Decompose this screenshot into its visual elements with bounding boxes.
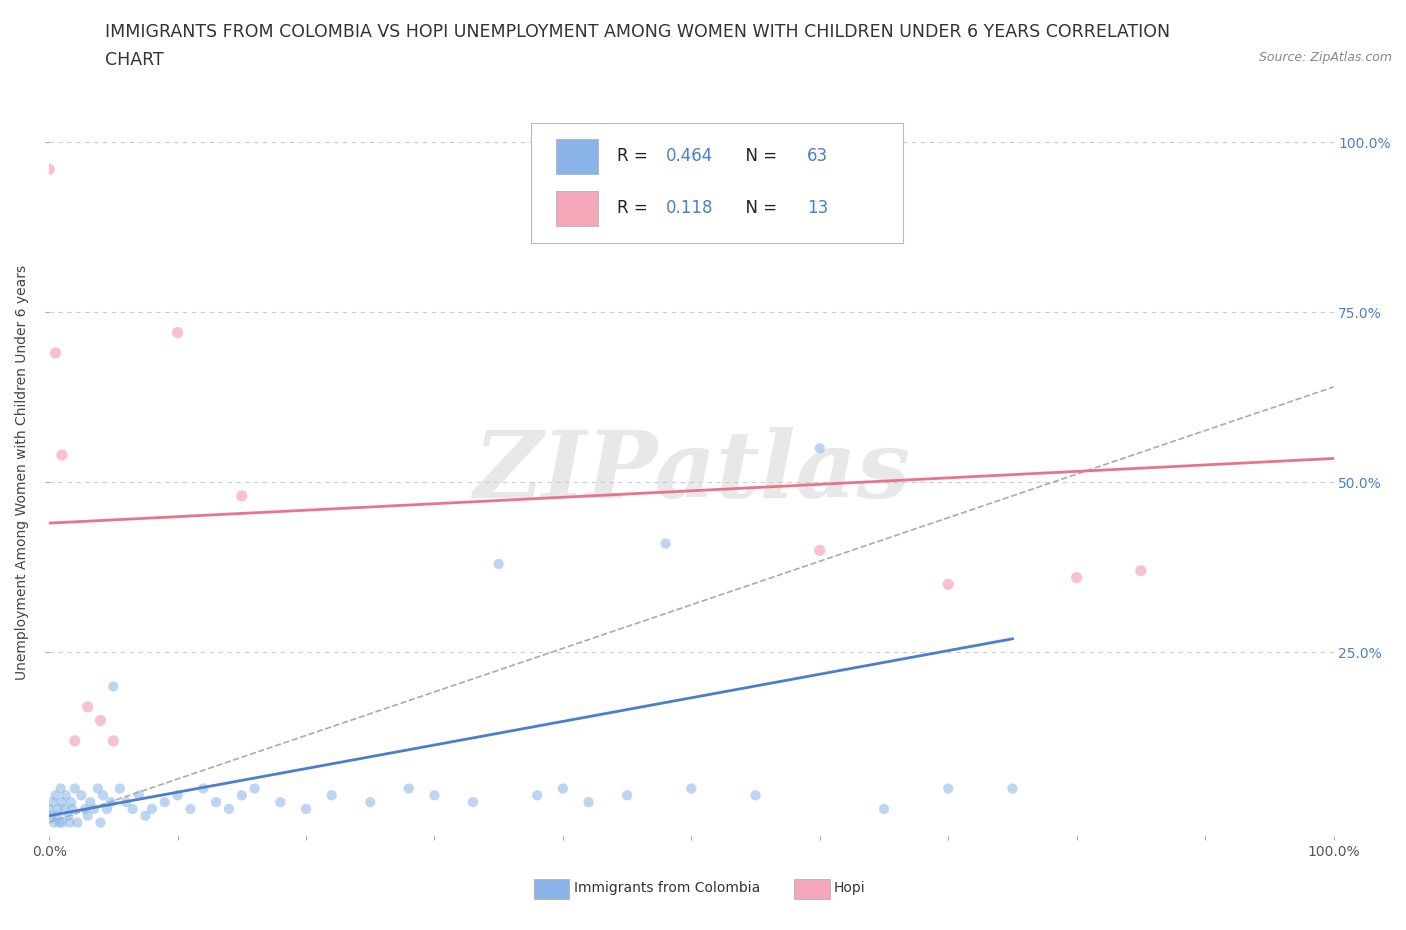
Point (936, 577, 959, 591)
Point (60, 802, 83, 817)
Point (87, 781, 110, 796)
Point (45, 808, 67, 823)
Point (526, 788, 548, 803)
Point (51, 795, 73, 810)
Point (873, 802, 896, 817)
Point (321, 788, 343, 803)
Point (89, 713, 111, 728)
Y-axis label: Unemployment Among Women with Children Under 6 years: Unemployment Among Women with Children U… (15, 264, 30, 680)
Point (96, 802, 118, 817)
Bar (557, 139, 598, 174)
Point (108, 781, 131, 796)
Point (166, 326, 188, 340)
Point (103, 734, 125, 749)
Text: 63: 63 (807, 147, 828, 165)
Point (59, 815, 82, 830)
Point (488, 556, 510, 571)
Point (45, 788, 67, 803)
Point (153, 795, 176, 810)
Text: 13: 13 (807, 200, 828, 218)
Text: N =: N = (735, 200, 782, 218)
Text: N =: N = (735, 147, 782, 165)
Point (269, 795, 291, 810)
Point (51, 447, 73, 462)
Point (63, 781, 86, 796)
Point (359, 795, 381, 810)
Point (231, 488, 253, 503)
Point (243, 781, 266, 796)
Point (38, 162, 60, 177)
Point (45, 346, 67, 361)
Text: R =: R = (617, 147, 652, 165)
Text: Source: ZipAtlas.com: Source: ZipAtlas.com (1258, 51, 1392, 64)
Point (398, 781, 420, 796)
Point (808, 543, 831, 558)
Point (461, 795, 484, 810)
Bar (557, 191, 598, 226)
Text: 0.118: 0.118 (665, 200, 713, 218)
Point (70, 788, 93, 803)
Point (42, 795, 65, 810)
Point (48, 815, 70, 830)
Point (91, 788, 114, 803)
Point (744, 788, 766, 803)
Point (654, 536, 676, 551)
Point (38, 802, 60, 817)
Point (89, 815, 111, 830)
Point (423, 788, 446, 803)
Point (49, 781, 72, 796)
Point (121, 802, 143, 817)
Text: ZIPatlas: ZIPatlas (472, 427, 910, 517)
Point (616, 788, 638, 803)
Point (551, 781, 574, 796)
Point (76, 699, 98, 714)
Text: Immigrants from Colombia: Immigrants from Colombia (574, 881, 759, 896)
Point (79, 795, 101, 810)
Point (1066, 570, 1088, 585)
Point (66, 815, 89, 830)
Point (808, 441, 831, 456)
Point (295, 802, 318, 817)
Text: IMMIGRANTS FROM COLOMBIA VS HOPI UNEMPLOYMENT AMONG WOMEN WITH CHILDREN UNDER 6 : IMMIGRANTS FROM COLOMBIA VS HOPI UNEMPLO… (105, 23, 1171, 41)
Text: Hopi: Hopi (834, 881, 865, 896)
Point (578, 795, 600, 810)
Point (936, 781, 959, 796)
Point (75, 802, 97, 817)
Point (55, 788, 77, 803)
FancyBboxPatch shape (531, 123, 903, 243)
Point (115, 795, 138, 810)
Point (51, 815, 73, 830)
Point (100, 795, 122, 810)
Point (41, 808, 63, 823)
Point (231, 788, 253, 803)
Point (141, 802, 163, 817)
Point (46, 802, 69, 817)
Point (44, 815, 66, 830)
Point (205, 795, 228, 810)
Point (76, 808, 98, 823)
Point (681, 781, 703, 796)
Point (134, 808, 156, 823)
Point (218, 802, 240, 817)
Text: R =: R = (617, 200, 658, 218)
Point (179, 802, 201, 817)
Text: 0.464: 0.464 (665, 147, 713, 165)
Point (193, 781, 215, 796)
Point (83, 802, 105, 817)
Point (58, 808, 80, 823)
Text: CHART: CHART (105, 51, 165, 69)
Point (53, 802, 76, 817)
Point (59, 795, 82, 810)
Point (166, 788, 188, 803)
Point (128, 788, 150, 803)
Point (63, 734, 86, 749)
Point (103, 679, 125, 694)
Point (1129, 564, 1152, 578)
Point (1001, 781, 1024, 796)
